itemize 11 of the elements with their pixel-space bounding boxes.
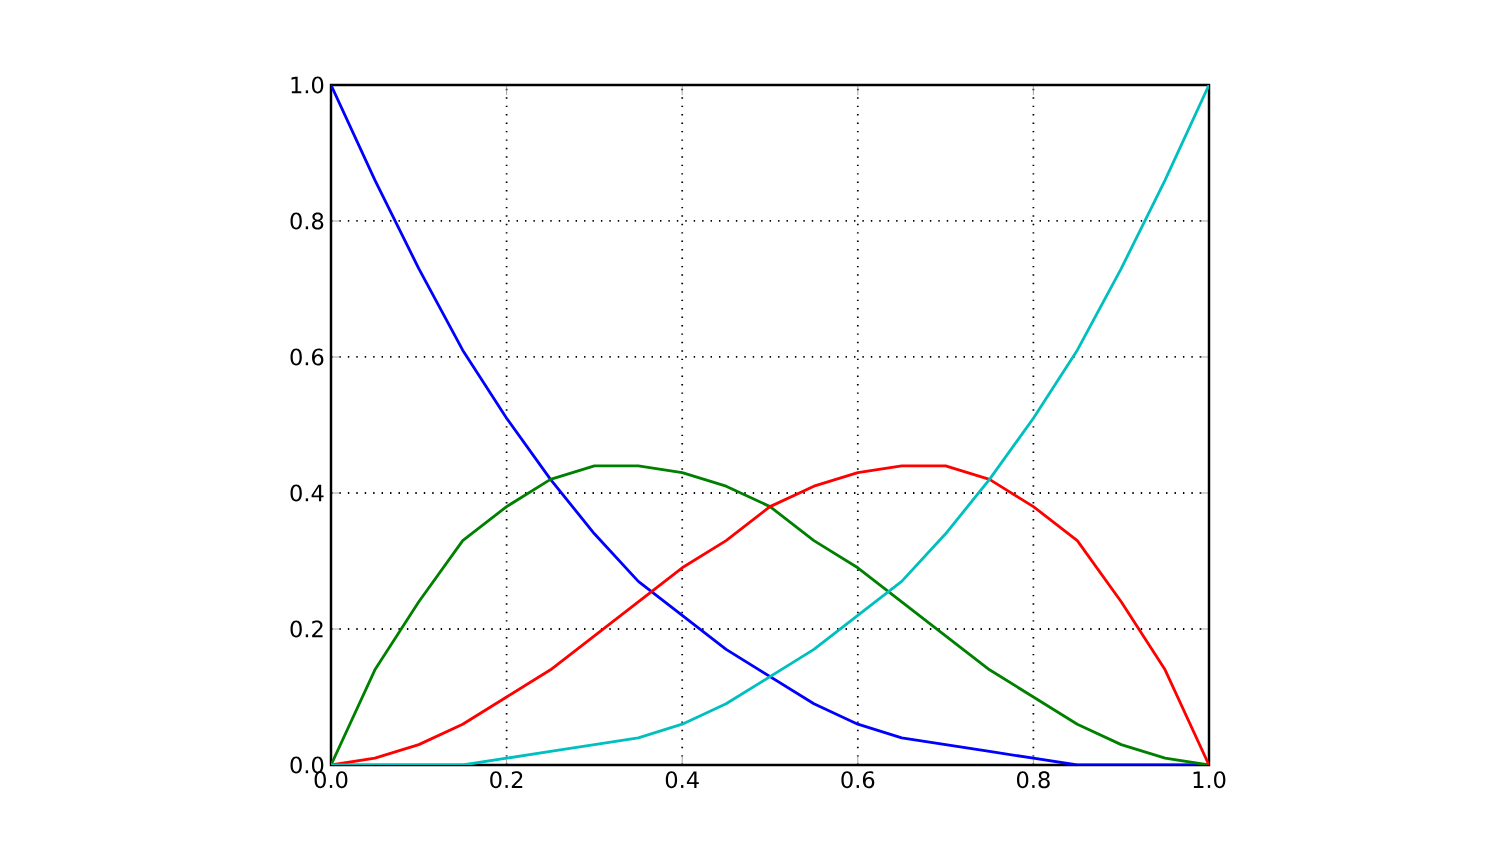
line-series <box>331 464 1209 765</box>
y-tick-label: 0.8 <box>290 212 324 230</box>
y-tick-label: 0.6 <box>290 348 324 366</box>
x-tick-label: 0.6 <box>841 771 875 789</box>
x-tick-label: 0.4 <box>665 771 699 789</box>
y-tick-label: 0.2 <box>290 620 323 638</box>
x-tick-label: 0.8 <box>1017 771 1050 789</box>
x-tick-label: 1.0 <box>1193 771 1226 789</box>
y-tick-label: 0.4 <box>290 484 324 502</box>
x-tick-label: 0.2 <box>490 771 523 789</box>
y-tick-label: 1.0 <box>291 76 324 94</box>
